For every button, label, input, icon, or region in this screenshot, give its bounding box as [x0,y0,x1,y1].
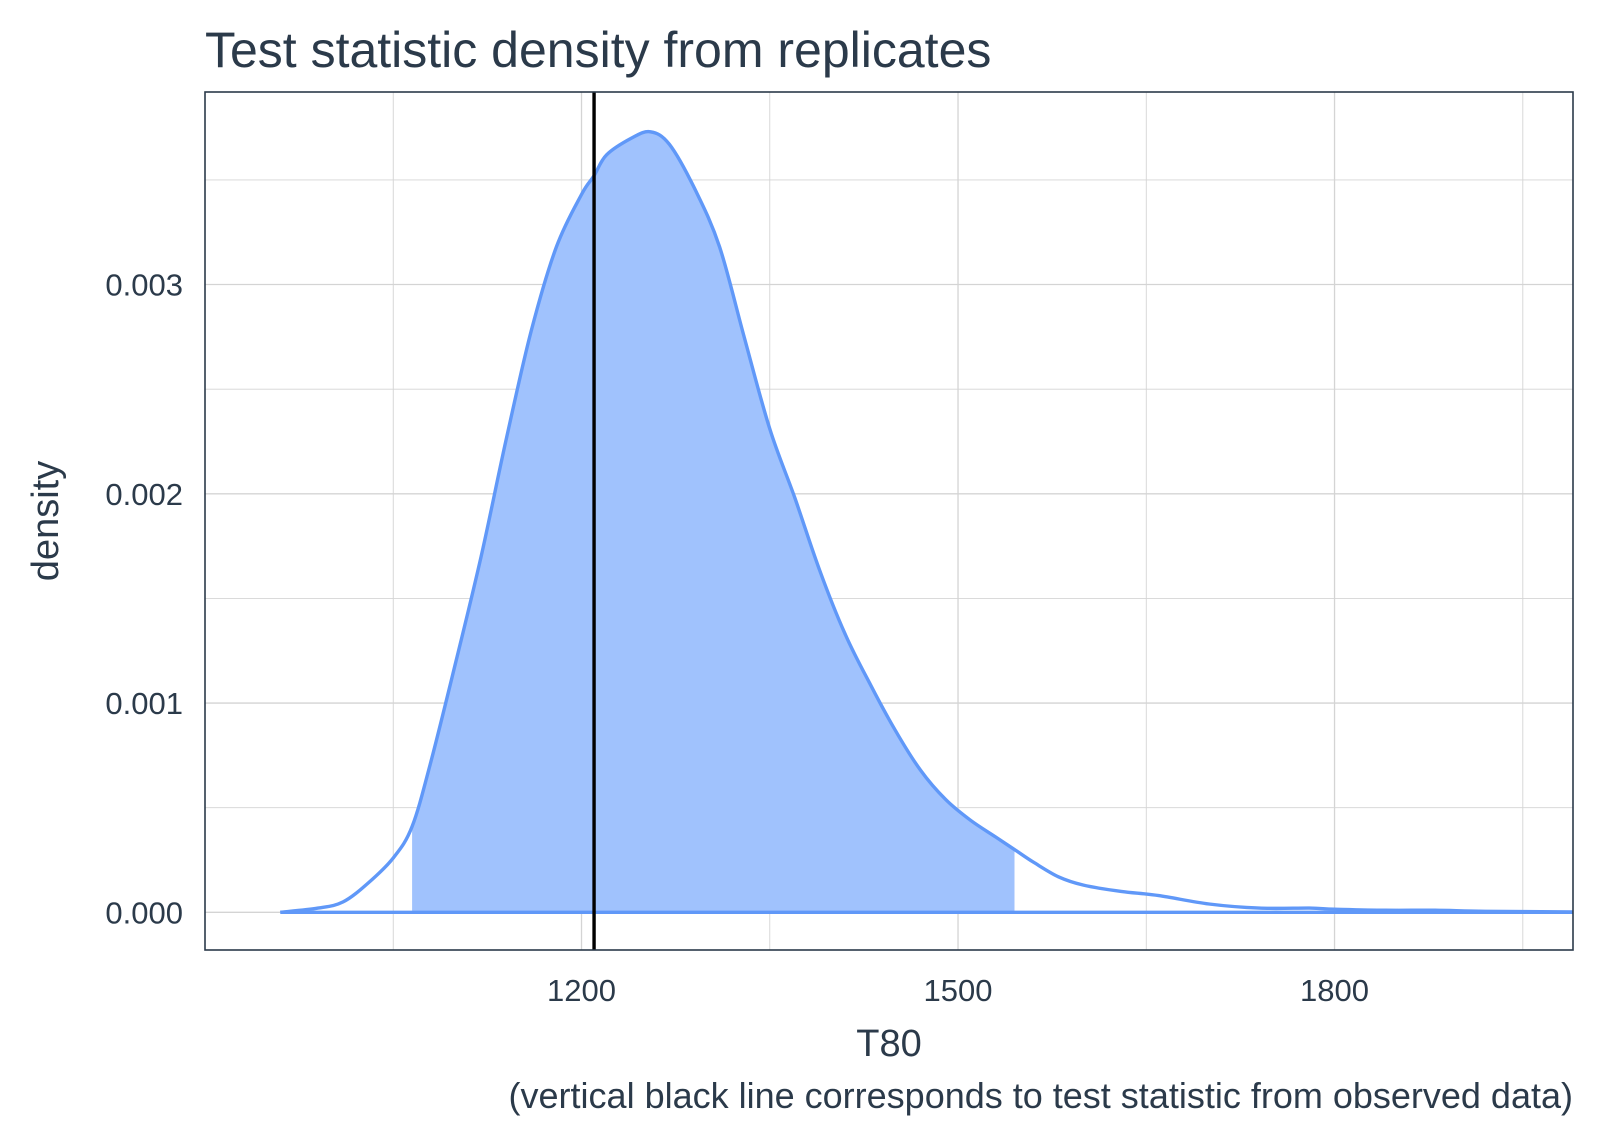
y-tick-label: 0.001 [105,686,183,721]
y-axis-label: density [25,461,67,581]
chart-caption: (vertical black line corresponds to test… [509,1075,1573,1116]
density-curve [280,129,1574,914]
y-axis-ticks: 0.000 0.001 0.002 0.003 [105,268,183,931]
x-tick-label: 1800 [1300,973,1369,1008]
density-area-layer [412,131,1015,913]
x-axis-ticks: 1200 1500 1800 [547,973,1369,1008]
panel-border [204,91,1574,951]
y-tick-label: 0.000 [105,895,183,930]
x-axis-label: T80 [856,1023,921,1065]
shaded-interval-area [412,131,1015,913]
chart-title: Test statistic density from replicates [205,22,991,78]
y-tick-label: 0.003 [105,268,183,303]
y-tick-label: 0.002 [105,477,183,512]
x-tick-label: 1500 [924,973,993,1008]
x-tick-label: 1200 [547,973,616,1008]
density-curve-layer [280,129,1574,915]
